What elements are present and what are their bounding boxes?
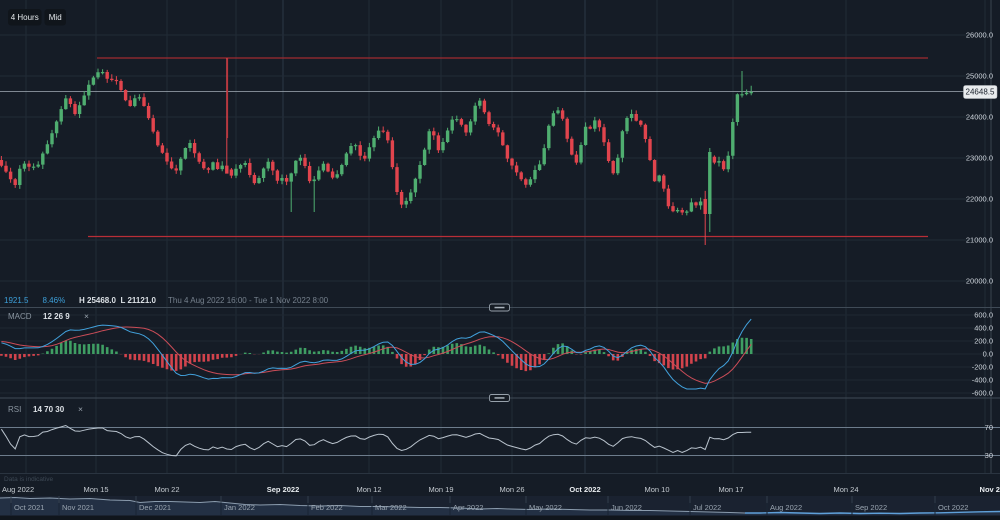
svg-text:22000.0: 22000.0 — [966, 195, 993, 204]
svg-text:Nov 2021: Nov 2021 — [62, 503, 94, 512]
svg-text:24648.5: 24648.5 — [966, 88, 995, 97]
svg-text:400.0: 400.0 — [974, 324, 993, 333]
svg-text:Jan 2022: Jan 2022 — [224, 503, 255, 512]
svg-text:25000.0: 25000.0 — [966, 72, 993, 81]
svg-text:Mon 24: Mon 24 — [833, 485, 858, 494]
svg-text:Mon 17: Mon 17 — [718, 485, 743, 494]
svg-text:14 70 30: 14 70 30 — [33, 405, 65, 414]
svg-text:Mon 12: Mon 12 — [356, 485, 381, 494]
svg-text:1921.5: 1921.5 — [4, 296, 29, 305]
svg-text:Sep 2022: Sep 2022 — [855, 503, 887, 512]
svg-text:Mon 22: Mon 22 — [154, 485, 179, 494]
svg-text:Data is indicative: Data is indicative — [4, 476, 54, 483]
svg-text:70: 70 — [985, 423, 993, 432]
svg-text:Oct 2021: Oct 2021 — [14, 503, 44, 512]
svg-text:Nov 2022: Nov 2022 — [980, 485, 1000, 494]
svg-text:×: × — [78, 404, 83, 414]
svg-text:Oct 2022: Oct 2022 — [938, 503, 968, 512]
svg-text:Dec 2021: Dec 2021 — [139, 503, 171, 512]
svg-text:L 21121.0: L 21121.0 — [121, 296, 157, 305]
svg-text:Mon 10: Mon 10 — [644, 485, 669, 494]
svg-text:21000.0: 21000.0 — [966, 236, 993, 245]
svg-text:H 25468.0: H 25468.0 — [79, 296, 116, 305]
svg-text:23000.0: 23000.0 — [966, 154, 993, 163]
svg-text:24000.0: 24000.0 — [966, 113, 993, 122]
svg-text:May 2022: May 2022 — [529, 503, 562, 512]
svg-text:-600.0: -600.0 — [972, 389, 993, 398]
svg-text:Mon 15: Mon 15 — [83, 485, 108, 494]
svg-text:600.0: 600.0 — [974, 311, 993, 320]
svg-text:Aug 2022: Aug 2022 — [2, 485, 34, 494]
svg-text:Jun 2022: Jun 2022 — [611, 503, 642, 512]
svg-text:Thu 4 Aug 2022 16:00 - Tue 1 N: Thu 4 Aug 2022 16:00 - Tue 1 Nov 2022 8:… — [168, 296, 329, 305]
svg-text:30: 30 — [985, 451, 993, 460]
svg-text:Aug 2022: Aug 2022 — [770, 503, 802, 512]
svg-text:200.0: 200.0 — [974, 337, 993, 346]
svg-text:Sep 2022: Sep 2022 — [267, 485, 300, 494]
svg-text:Mid: Mid — [49, 13, 62, 22]
svg-text:Mar 2022: Mar 2022 — [375, 503, 407, 512]
svg-text:Mon 19: Mon 19 — [428, 485, 453, 494]
svg-text:-200.0: -200.0 — [972, 363, 993, 372]
svg-text:4 Hours: 4 Hours — [11, 13, 39, 22]
svg-text:8.46%: 8.46% — [43, 296, 66, 305]
svg-text:-400.0: -400.0 — [972, 376, 993, 385]
svg-text:MACD: MACD — [8, 312, 32, 321]
svg-text:Feb 2022: Feb 2022 — [311, 503, 343, 512]
svg-text:RSI: RSI — [8, 405, 21, 414]
svg-text:×: × — [84, 311, 89, 321]
svg-text:26000.0: 26000.0 — [966, 31, 993, 40]
svg-text:Mon 26: Mon 26 — [499, 485, 524, 494]
svg-text:12 26 9: 12 26 9 — [43, 312, 70, 321]
svg-text:Apr 2022: Apr 2022 — [453, 503, 483, 512]
svg-text:20000.0: 20000.0 — [966, 277, 993, 286]
svg-text:Oct 2022: Oct 2022 — [569, 485, 600, 494]
svg-text:Jul 2022: Jul 2022 — [693, 503, 721, 512]
svg-text:0.0: 0.0 — [983, 350, 993, 359]
